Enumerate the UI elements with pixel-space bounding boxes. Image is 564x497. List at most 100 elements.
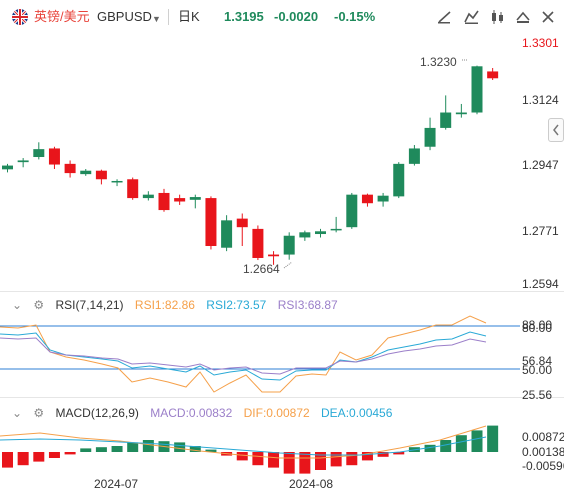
candle[interactable] bbox=[471, 66, 483, 113]
macd-histogram-bar bbox=[64, 452, 76, 455]
macd-histogram-bar bbox=[33, 452, 45, 462]
macd-histogram-bar bbox=[361, 452, 373, 461]
candle[interactable] bbox=[48, 148, 60, 165]
price-chart[interactable]: 1.3230 1.2664 bbox=[0, 34, 520, 290]
candle[interactable] bbox=[487, 71, 499, 79]
macd-histogram-bar bbox=[17, 452, 29, 466]
candle[interactable] bbox=[361, 194, 373, 204]
candle[interactable] bbox=[299, 232, 311, 238]
candle[interactable] bbox=[377, 195, 389, 202]
macd-histogram-bar bbox=[487, 425, 499, 452]
price-change: -0.0020 bbox=[274, 9, 319, 24]
high-annotation: 1.3230 bbox=[420, 55, 457, 69]
pane-divider bbox=[0, 397, 564, 398]
candle[interactable] bbox=[408, 148, 420, 164]
date-axis-label: 2024-08 bbox=[289, 477, 334, 491]
divider bbox=[168, 9, 169, 25]
rsi-axis-label: 88.00 bbox=[522, 318, 553, 332]
indicator-settings-icon[interactable] bbox=[463, 9, 481, 25]
draw-line-icon[interactable] bbox=[436, 9, 454, 25]
candle[interactable] bbox=[268, 254, 280, 257]
symbol-code[interactable]: GBPUSD bbox=[97, 9, 152, 24]
settings-icon[interactable]: ⚙ bbox=[33, 406, 45, 420]
last-price: 1.3195 bbox=[224, 9, 264, 24]
rsi-header: ⌄ ⚙ RSI(7,14,21) RSI1:82.86 RSI2:73.57 R… bbox=[12, 298, 346, 314]
side-panel-toggle[interactable] bbox=[548, 118, 564, 142]
candle[interactable] bbox=[315, 231, 326, 235]
candle[interactable] bbox=[158, 192, 170, 211]
candle[interactable] bbox=[424, 127, 436, 147]
macd-chart[interactable] bbox=[0, 420, 520, 478]
candle[interactable] bbox=[17, 160, 29, 163]
candle[interactable] bbox=[2, 165, 13, 170]
symbol-dropdown-caret-icon[interactable]: ▼ bbox=[152, 14, 161, 24]
candle[interactable] bbox=[174, 198, 186, 202]
candle[interactable] bbox=[95, 170, 107, 180]
candle[interactable] bbox=[330, 228, 342, 231]
symbol-name[interactable]: 英镑/美元 bbox=[34, 9, 90, 24]
period-selector[interactable]: 日K bbox=[178, 9, 200, 24]
close-icon[interactable] bbox=[539, 9, 557, 25]
candle[interactable] bbox=[64, 163, 76, 174]
dea-line bbox=[0, 436, 487, 456]
dif-line bbox=[0, 425, 487, 459]
macd-histogram-bar bbox=[252, 452, 264, 466]
macd-histogram-bar bbox=[268, 452, 280, 468]
macd-histogram-bar bbox=[330, 452, 342, 467]
macd-histogram-bar bbox=[283, 452, 295, 474]
candle[interactable] bbox=[455, 112, 467, 115]
macd-histogram-bar bbox=[440, 440, 452, 452]
macd-axis-label: -0.00596 bbox=[522, 459, 564, 473]
rsi-axis-label: 25.56 bbox=[522, 388, 553, 402]
candle[interactable] bbox=[393, 163, 405, 197]
macd-histogram-bar bbox=[127, 442, 139, 452]
candle[interactable] bbox=[142, 194, 154, 199]
chevron-down-icon[interactable]: ⌄ bbox=[12, 298, 23, 312]
macd-histogram-bar bbox=[236, 452, 248, 461]
rsi-axis-label: 80.00 bbox=[522, 321, 553, 335]
candle[interactable] bbox=[80, 170, 92, 175]
candle[interactable] bbox=[127, 179, 139, 199]
candle[interactable] bbox=[33, 149, 45, 158]
macd-histogram-bar bbox=[2, 452, 13, 468]
price-change-pct: -0.15% bbox=[334, 9, 376, 24]
candle[interactable] bbox=[283, 235, 295, 255]
candle[interactable] bbox=[221, 220, 233, 248]
chevron-down-icon[interactable]: ⌄ bbox=[12, 406, 23, 420]
rsi3-value: RSI3:68.87 bbox=[277, 298, 338, 312]
macd-histogram-bar bbox=[48, 452, 60, 458]
macd-histogram-bar bbox=[393, 452, 405, 455]
candle[interactable] bbox=[346, 194, 358, 228]
rsi-chart[interactable] bbox=[0, 315, 520, 397]
symbol-header: 英镑/美元 GBPUSD ▼ 日K 1.3195 -0.0020 -0.15% bbox=[0, 0, 564, 34]
rsi-axis-label: 50.00 bbox=[522, 363, 553, 377]
macd-value: MACD:0.00832 bbox=[150, 406, 233, 420]
rsi-title[interactable]: RSI(7,14,21) bbox=[55, 298, 124, 312]
candle[interactable] bbox=[189, 197, 201, 200]
candle[interactable] bbox=[252, 228, 264, 258]
candle[interactable] bbox=[111, 180, 123, 183]
candle[interactable] bbox=[205, 198, 217, 247]
macd-histogram-bar bbox=[95, 447, 107, 452]
macd-title[interactable]: MACD(12,26,9) bbox=[55, 406, 139, 420]
macd-histogram-bar bbox=[174, 442, 186, 452]
rsi-axis-label: 56.84 bbox=[522, 354, 553, 368]
price-axis-label: 1.3301 bbox=[522, 36, 559, 50]
compare-icon[interactable] bbox=[514, 9, 532, 25]
candle[interactable] bbox=[440, 112, 452, 128]
dif-value: DIF:0.00872 bbox=[243, 406, 310, 420]
macd-histogram-bar bbox=[111, 446, 123, 452]
price-axis-label: 1.3124 bbox=[522, 93, 559, 107]
settings-icon[interactable]: ⚙ bbox=[33, 298, 45, 312]
date-axis-label: 2024-07 bbox=[94, 477, 139, 491]
macd-histogram-bar bbox=[299, 452, 311, 474]
macd-histogram-bar bbox=[377, 452, 389, 457]
candle[interactable] bbox=[236, 218, 248, 228]
macd-histogram-bar bbox=[80, 448, 92, 452]
macd-histogram-bar bbox=[189, 446, 201, 452]
rsi2-line bbox=[0, 331, 487, 381]
price-axis-label: 1.2771 bbox=[522, 224, 559, 238]
candle-style-icon[interactable] bbox=[489, 9, 507, 25]
rsi2-value: RSI2:73.57 bbox=[206, 298, 267, 312]
macd-axis-label: 0.00872 bbox=[522, 430, 564, 444]
